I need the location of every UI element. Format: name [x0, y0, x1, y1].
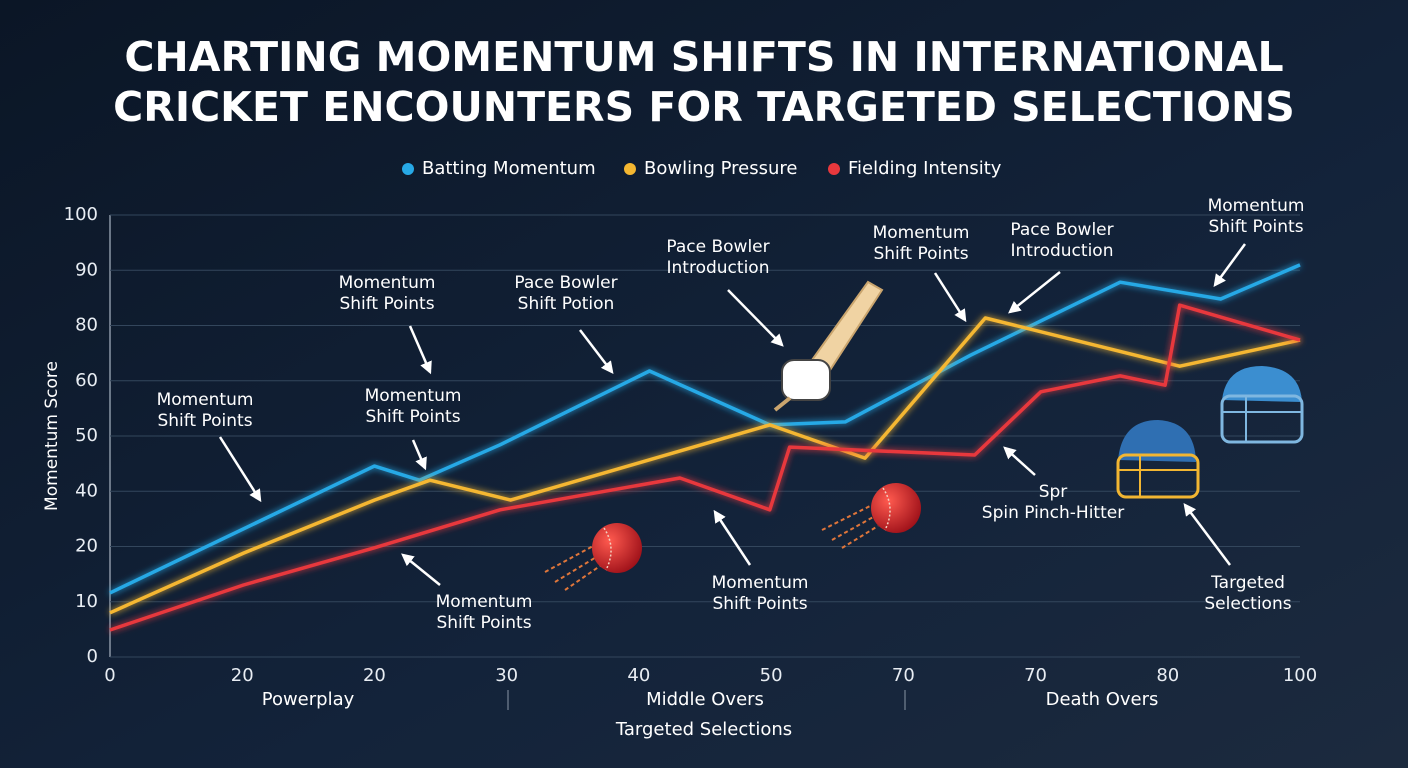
series-line: [109, 303, 1301, 632]
y-tick-label: 0: [87, 646, 98, 667]
annotation-arrow: [408, 325, 432, 375]
chart-title: CHARTING MOMENTUM SHIFTS IN INTERNATIONA…: [124, 33, 1283, 81]
y-tick-label: 90: [75, 259, 98, 280]
annotation-arrow: [218, 436, 262, 503]
helmet: [1220, 366, 1304, 444]
x-axis-label: Targeted Selections: [615, 719, 792, 740]
annotation-text: Spr: [1039, 482, 1068, 502]
y-axis-label: Momentum Score: [42, 361, 62, 511]
x-tick-label: 20: [231, 665, 254, 686]
annotation-arrow: [727, 289, 784, 347]
phase-label: Powerplay: [262, 689, 355, 710]
legend: Batting Momentum Bowling Pressure Fielding…: [402, 158, 1002, 179]
annotation-text: Momentum: [1208, 196, 1305, 216]
annotation-text: Targeted: [1210, 573, 1285, 593]
annotation-arrow: [713, 509, 752, 566]
y-tick-label: 10: [75, 591, 98, 612]
annotation-text: Momentum: [365, 386, 462, 406]
x-tick-label: 70: [1024, 665, 1047, 686]
annotation-text: Momentum: [712, 573, 809, 593]
annotation-text: Pace Bowler: [1010, 220, 1113, 240]
y-tick-label: 50: [75, 425, 98, 446]
annotation-text: Shift Points: [873, 244, 968, 264]
annotation-text: Spin Pinch-Hitter: [982, 503, 1124, 523]
annotation-arrow: [1008, 271, 1061, 314]
annotation-arrow: [411, 439, 427, 471]
legend-marker: [402, 163, 414, 175]
helmet: [1116, 420, 1200, 499]
legend-marker: [828, 163, 840, 175]
legend-label: Bowling Pressure: [644, 158, 798, 179]
y-tick-label: 60: [75, 370, 98, 391]
phase-label: Death Overs: [1046, 689, 1159, 710]
x-tick-label: 80: [1156, 665, 1179, 686]
y-tick-label: 40: [75, 480, 98, 501]
y-tick-label: 80: [75, 315, 98, 336]
annotation-arrow: [401, 553, 441, 586]
y-tick-label: 100: [64, 204, 98, 225]
annotation-text: Shift Points: [712, 594, 807, 614]
annotation-text: Introduction: [1011, 241, 1114, 261]
x-tick-label: 40: [627, 665, 650, 686]
x-tick-label: 100: [1283, 665, 1317, 686]
annotation-text: Shift Points: [339, 294, 434, 314]
y-tick-label: 20: [75, 536, 98, 557]
annotation-text: Momentum: [436, 592, 533, 612]
legend-label: Batting Momentum: [422, 158, 596, 179]
annotation-text: Momentum: [873, 223, 970, 243]
cricket-ball: [821, 483, 921, 549]
x-tick-label: 70: [892, 665, 915, 686]
chart-title: CRICKET ENCOUNTERS FOR TARGETED SELECTIO…: [113, 83, 1295, 131]
annotation-text: Selections: [1204, 594, 1291, 614]
annotation-text: Shift Points: [365, 407, 460, 427]
annotation-text: Momentum: [339, 273, 436, 293]
series-line: [109, 316, 1301, 615]
legend-label: Fielding Intensity: [848, 158, 1002, 179]
annotation-arrow: [579, 329, 614, 374]
x-tick-label: 20: [363, 665, 386, 686]
annotation-arrow: [1003, 446, 1036, 476]
x-tick-label: 0: [104, 665, 115, 686]
cricket-ball: [544, 523, 642, 591]
annotation-text: Introduction: [667, 258, 770, 278]
decoration: [544, 280, 1304, 591]
annotation-text: Shift Points: [1208, 217, 1303, 237]
x-tick-label: 30: [495, 665, 518, 686]
annotation-arrow: [1183, 503, 1231, 566]
annotation-arrow: [933, 272, 967, 323]
cricket-bat: [773, 280, 884, 412]
annotation-text: Shift Potion: [518, 294, 615, 314]
phase-label: Middle Overs: [646, 689, 764, 710]
annotation-text: Pace Bowler: [514, 273, 617, 293]
annotation-arrow: [1213, 243, 1247, 288]
annotation-text: Shift Points: [436, 613, 531, 633]
legend-marker: [624, 163, 636, 175]
x-tick-label: 50: [760, 665, 783, 686]
annotation-text: Pace Bowler: [666, 237, 769, 257]
annotation-text: Momentum: [157, 390, 254, 410]
annotation-text: Shift Points: [157, 411, 252, 431]
plot-area: 0 10 20 40 50 60 80 90 100 0 20 20 30 40 50 70 70 80 100: [64, 204, 1318, 686]
